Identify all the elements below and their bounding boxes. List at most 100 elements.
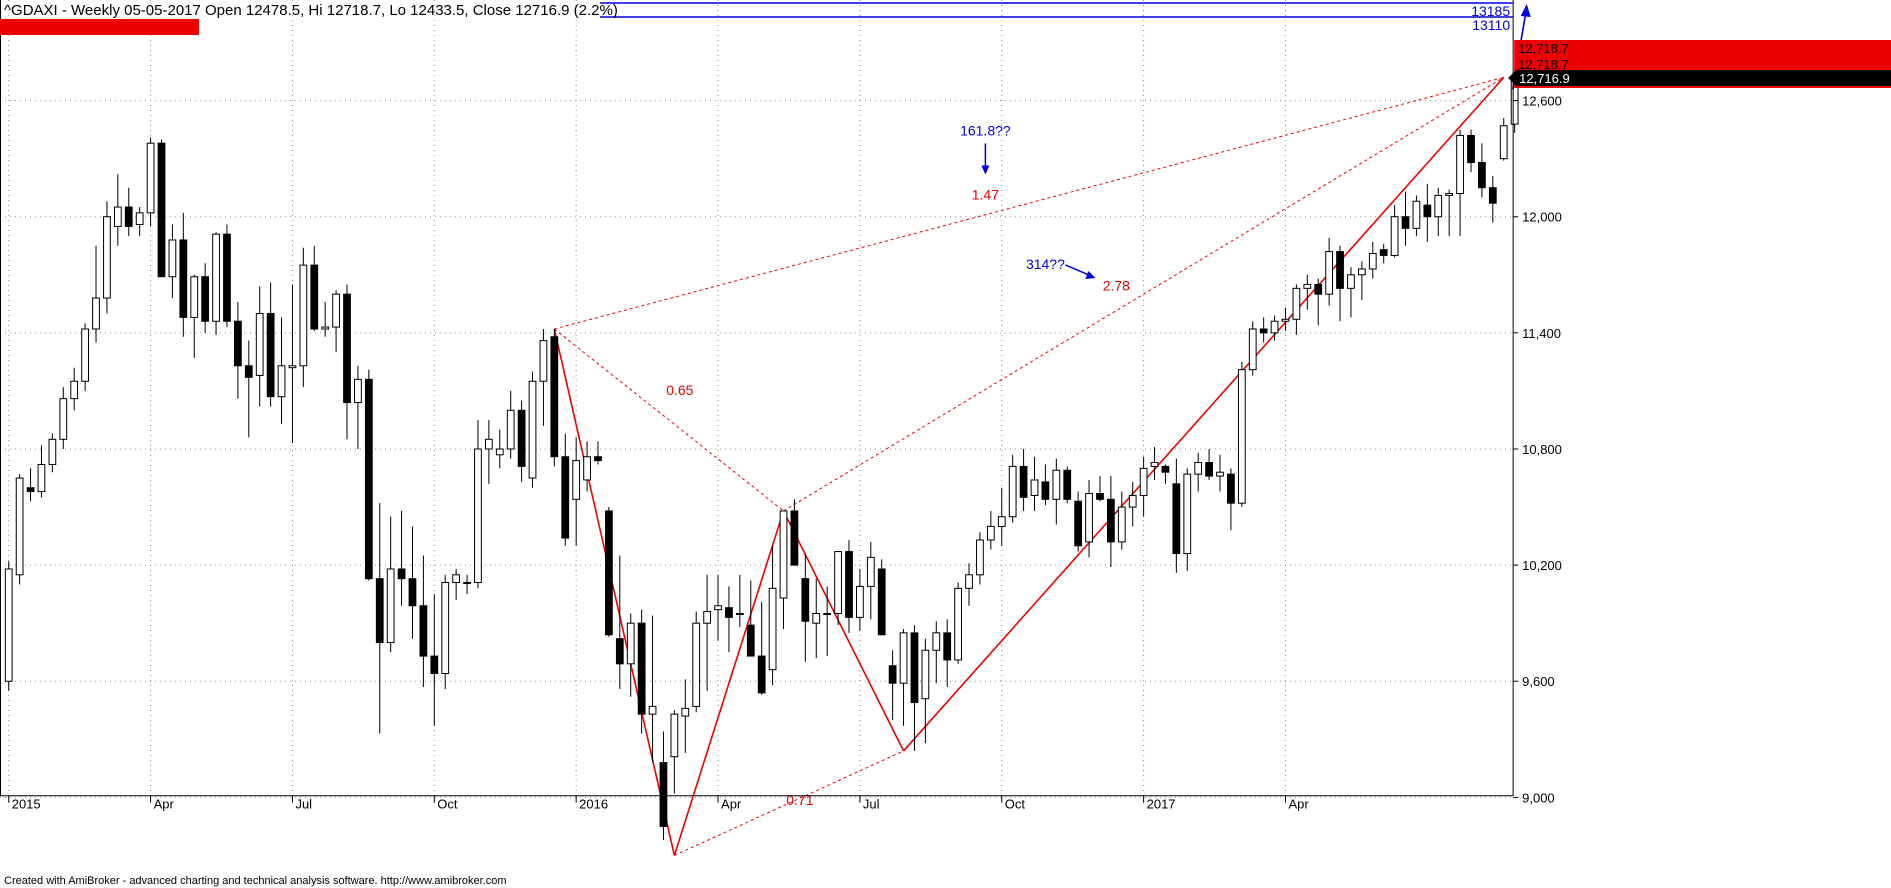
y-tick-label: 12,600 <box>1522 94 1562 109</box>
candle-body <box>1423 204 1432 218</box>
candle-body <box>714 605 722 611</box>
candle-body <box>1456 134 1464 195</box>
candle-body <box>26 487 35 493</box>
candle-body <box>408 578 417 607</box>
candle-body <box>1041 481 1050 500</box>
candle-body <box>103 216 111 299</box>
candle-body <box>572 460 581 500</box>
pattern-leg <box>782 510 905 752</box>
candle-body <box>1499 125 1508 160</box>
candle-body <box>921 649 930 700</box>
last-price-tag <box>1508 69 1891 86</box>
candle-body <box>332 293 340 328</box>
candle-body <box>801 578 810 622</box>
candle-body <box>1139 467 1148 496</box>
x-tick-label: Apr <box>1288 797 1309 812</box>
candle-body <box>1096 493 1104 500</box>
candle-body <box>15 477 24 576</box>
candle-body <box>495 448 504 456</box>
target-level-label: 13185 <box>1471 3 1510 19</box>
y-tick-label: 12,000 <box>1522 210 1562 225</box>
candle-body <box>168 239 177 278</box>
candle-body <box>1183 473 1192 555</box>
candle-body <box>1303 283 1312 289</box>
pattern-leg <box>673 510 785 856</box>
pattern-leg <box>553 328 676 856</box>
candle-body <box>910 632 919 704</box>
candle-body <box>605 510 613 636</box>
candle-body <box>1325 251 1334 295</box>
footer-credit: Created with AmiBroker - advanced charti… <box>4 875 507 887</box>
candle-body <box>1205 462 1213 477</box>
candle-body <box>1008 465 1017 518</box>
y-tick-label: 9,000 <box>1522 790 1555 805</box>
title-marker <box>0 19 199 35</box>
candle-body <box>877 568 886 636</box>
candle-body <box>386 568 395 644</box>
ratio-label: 0.65 <box>666 382 693 398</box>
candle-body <box>1401 216 1410 229</box>
candle-body <box>681 707 690 717</box>
candle-body <box>1106 498 1115 543</box>
candle-body <box>37 463 46 493</box>
candle-body <box>1237 369 1246 504</box>
candle-body <box>539 340 548 382</box>
arrow-head-icon <box>981 165 990 175</box>
ratio-label: 1.47 <box>972 186 999 202</box>
y-tick-label: 9,600 <box>1522 674 1555 689</box>
arrow-head-icon <box>1520 4 1531 17</box>
candle-body <box>1074 500 1083 547</box>
candle-body <box>190 276 199 318</box>
candle-body <box>725 607 733 618</box>
candle-body <box>561 456 570 539</box>
pattern-layer <box>553 76 1505 856</box>
candle-body <box>48 438 57 465</box>
candle-body <box>856 585 864 618</box>
axis-layer: 9,000 9,600 10,200 10,800 11,400 12,000 12,600… <box>0 0 1891 812</box>
candle-body <box>179 239 188 318</box>
candle-body <box>1336 251 1344 289</box>
candle-body <box>4 568 13 682</box>
candle-body <box>986 525 995 541</box>
candle-body <box>59 398 68 440</box>
candle-body <box>1030 479 1039 496</box>
candle-body <box>364 378 373 580</box>
candle-body <box>1194 462 1203 475</box>
arrow-head-icon <box>1085 270 1096 279</box>
candle-body <box>790 510 799 566</box>
x-tick-label: Apr <box>154 797 175 812</box>
candle-body <box>321 326 330 330</box>
x-tick-label: 2016 <box>579 797 608 812</box>
pattern-ratio-line <box>554 76 1504 330</box>
candle-body <box>1292 287 1301 320</box>
candle-body <box>1357 268 1366 276</box>
candle-body <box>932 632 941 651</box>
candle-body <box>976 539 984 576</box>
candle-body <box>626 622 635 665</box>
candle-body <box>659 762 668 827</box>
x-tick-label: Oct <box>437 797 458 812</box>
candle-body <box>692 622 701 707</box>
x-tick-label: Jul <box>295 797 312 812</box>
pattern-leg <box>902 76 1505 752</box>
candle-body <box>201 276 210 322</box>
candle-body <box>124 206 133 227</box>
candle-body <box>1117 506 1126 543</box>
candle-body <box>1259 328 1268 334</box>
candle-body <box>233 320 242 367</box>
candle-body <box>92 297 100 330</box>
x-tick-label: 2015 <box>12 797 41 812</box>
x-tick-label: Apr <box>721 797 742 812</box>
candle-body <box>1128 494 1137 508</box>
pattern-ratio-line <box>783 76 1504 512</box>
chart-title: ^GDAXI - Weekly 05-05-2017 Open 12478.5,… <box>4 2 618 19</box>
candle-body <box>474 448 482 584</box>
candle-body <box>146 142 155 214</box>
candle-body <box>419 605 428 657</box>
candle-body <box>812 613 821 624</box>
candle-body <box>834 551 842 615</box>
candle-body <box>648 705 657 715</box>
candle-body <box>255 313 264 376</box>
candle-body <box>954 587 962 661</box>
projection-label: 314?? <box>1026 256 1065 272</box>
